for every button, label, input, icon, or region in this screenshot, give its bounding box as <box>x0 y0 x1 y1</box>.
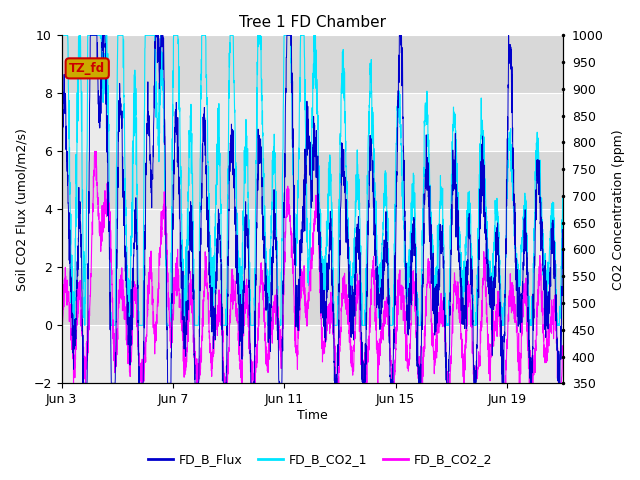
Bar <box>61 209 563 267</box>
Y-axis label: Soil CO2 Flux (umol/m2/s): Soil CO2 Flux (umol/m2/s) <box>15 128 28 291</box>
Bar <box>61 267 563 325</box>
Bar <box>61 151 563 209</box>
Text: TZ_fd: TZ_fd <box>69 62 106 75</box>
Bar <box>61 325 563 384</box>
Title: Tree 1 FD Chamber: Tree 1 FD Chamber <box>239 15 386 30</box>
Bar <box>61 36 563 93</box>
Bar <box>61 93 563 151</box>
Y-axis label: CO2 Concentration (ppm): CO2 Concentration (ppm) <box>612 129 625 289</box>
X-axis label: Time: Time <box>297 409 328 422</box>
Legend: FD_B_Flux, FD_B_CO2_1, FD_B_CO2_2: FD_B_Flux, FD_B_CO2_1, FD_B_CO2_2 <box>143 448 497 471</box>
